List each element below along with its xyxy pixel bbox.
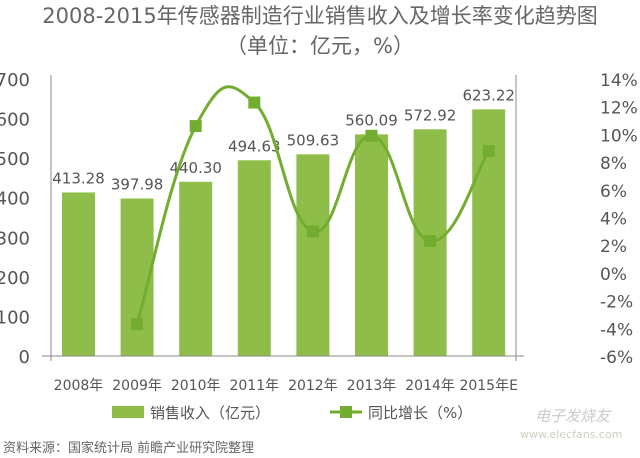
x-axis-label: 2013年 xyxy=(347,378,397,394)
legend-line-label: 同比增长（%） xyxy=(368,404,472,422)
x-axis-label: 2015年E xyxy=(459,378,517,394)
left-axis-tick: 0 xyxy=(19,347,30,368)
left-axis-tick: 200 xyxy=(0,268,30,289)
bar xyxy=(355,134,388,356)
left-axis-tick: 500 xyxy=(0,149,30,170)
watermark-url: www.elecfans.com xyxy=(520,428,623,441)
right-axis-tick: 14% xyxy=(600,71,638,91)
right-axis-tick: -2% xyxy=(600,293,633,313)
bar-value-label: 509.63 xyxy=(287,131,340,149)
growth-marker xyxy=(306,225,319,238)
bar-value-label: 560.09 xyxy=(345,111,398,129)
left-axis-tick: 300 xyxy=(0,228,30,249)
x-axis-label: 2011年 xyxy=(229,378,279,394)
right-axis-tick: -4% xyxy=(600,320,633,340)
bar xyxy=(296,154,330,356)
right-axis-tick: 6% xyxy=(600,182,627,202)
growth-marker xyxy=(248,96,261,109)
legend-line-marker xyxy=(340,406,352,418)
right-axis-tick: 4% xyxy=(600,210,627,230)
chart-subtitle: （单位：亿元，%） xyxy=(226,34,414,58)
growth-marker xyxy=(482,145,495,158)
legend-bar-swatch xyxy=(112,406,144,418)
x-axis-label: 2009年 xyxy=(112,378,162,394)
x-axis-label: 2014年 xyxy=(405,378,455,394)
right-axis-tick: 8% xyxy=(600,154,627,174)
left-axis-tick: 700 xyxy=(0,70,30,91)
bar xyxy=(237,160,271,356)
bar-value-label: 623.22 xyxy=(462,86,515,104)
bar xyxy=(179,181,213,356)
growth-marker xyxy=(189,120,202,133)
left-axis-tick: 600 xyxy=(0,110,30,131)
chart-title: 2008-2015年传感器制造行业销售收入及增长率变化趋势图 xyxy=(42,4,598,28)
left-axis-tick: 100 xyxy=(0,307,30,328)
bar-value-label: 440.30 xyxy=(169,159,222,177)
right-axis-tick: 10% xyxy=(600,126,638,146)
bar xyxy=(62,192,95,356)
bar-value-label: 572.92 xyxy=(404,106,457,124)
right-axis-tick: 12% xyxy=(600,99,638,119)
bar-value-label: 494.63 xyxy=(228,137,281,155)
legend-bar-label: 销售收入（亿元） xyxy=(150,404,270,422)
x-axis-label: 2012年 xyxy=(288,378,338,394)
bar-value-label: 413.28 xyxy=(52,169,105,187)
watermark-logo: 电子发烧友 xyxy=(535,407,611,425)
growth-marker xyxy=(131,318,144,331)
right-axis-tick: 2% xyxy=(600,237,627,257)
left-axis-tick: 400 xyxy=(0,189,30,210)
source-note: 资料来源：国家统计局 前瞻产业研究院整理 xyxy=(3,441,255,456)
x-axis-label: 2010年 xyxy=(171,378,221,394)
right-axis-tick: -6% xyxy=(600,348,633,368)
right-axis-tick: 0% xyxy=(600,265,627,285)
growth-marker xyxy=(365,129,378,142)
x-axis-label: 2008年 xyxy=(54,378,104,394)
growth-marker xyxy=(424,235,437,248)
bar-value-label: 397.98 xyxy=(111,176,164,194)
